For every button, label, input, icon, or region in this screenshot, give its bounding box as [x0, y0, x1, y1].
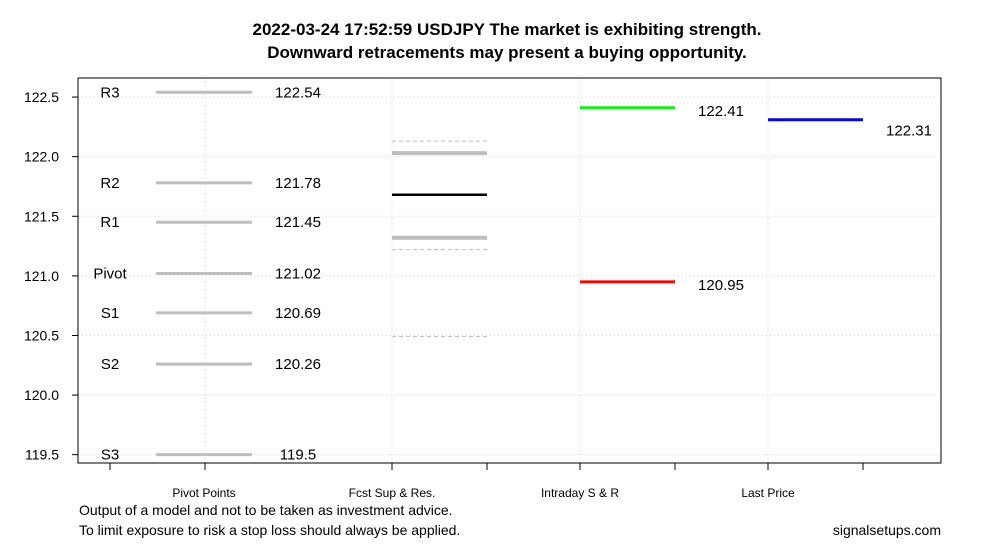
pivot-level-value: 122.54: [275, 84, 321, 101]
y-tick-label: 122.0: [24, 149, 59, 165]
pivot-level-value: 121.02: [275, 265, 321, 282]
pivot-level-name: R3: [100, 84, 119, 101]
y-tick-label: 122.5: [24, 89, 59, 105]
footer-disclaimer-1: Output of a model and not to be taken as…: [79, 502, 453, 518]
pivot-level-value: 120.69: [275, 305, 321, 322]
x-category-label: Fcst Sup & Res.: [349, 486, 436, 500]
y-tick-label: 119.5: [25, 447, 59, 463]
chart-title-line1: 2022-03-24 17:52:59 USDJPY The market is…: [253, 20, 762, 39]
pivot-level-name: Pivot: [93, 265, 127, 282]
x-axis: Pivot Points Fcst Sup & Res. Intraday S & …: [109, 463, 864, 500]
plot-frame: [77, 77, 942, 464]
y-tick-label: 120.0: [24, 387, 59, 403]
y-tick-label: 120.5: [24, 327, 59, 343]
last-price-value: 122.31: [886, 123, 932, 140]
pivot-level-name: S2: [101, 356, 119, 373]
x-category-label: Last Price: [741, 486, 795, 500]
intraday-level-value: 120.95: [698, 277, 744, 294]
pivot-level-name: R2: [100, 175, 119, 192]
pivot-level-name: S1: [101, 305, 119, 322]
pivot-level-value: 121.78: [275, 175, 321, 192]
footer-disclaimer-2: To limit exposure to risk a stop loss sh…: [79, 522, 461, 538]
intraday-level-value: 122.41: [698, 103, 744, 120]
pivot-level-name: S3: [101, 447, 119, 464]
grid: [78, 78, 941, 463]
pivot-level-value: 119.5: [280, 447, 316, 464]
y-tick-label: 121.5: [24, 208, 59, 224]
pivot-level-value: 120.26: [275, 356, 321, 373]
chart-title-line2: Downward retracements may present a buyi…: [267, 43, 747, 62]
y-tick-label: 121.0: [24, 268, 59, 284]
pivot-level-name: R1: [100, 214, 119, 231]
footer-site: signalsetups.com: [832, 522, 941, 538]
x-category-label: Pivot Points: [172, 486, 235, 500]
pivot-level-value: 121.45: [275, 214, 321, 231]
x-category-label: Intraday S & R: [541, 486, 619, 500]
y-axis: 119.5 120.0 120.5 121.0 121.5 122.0 122.5: [24, 89, 78, 463]
chart-marks: R3 122.54 R2 121.78 R1 121.45 Pivot 121.02 S1 120…: [93, 84, 932, 463]
